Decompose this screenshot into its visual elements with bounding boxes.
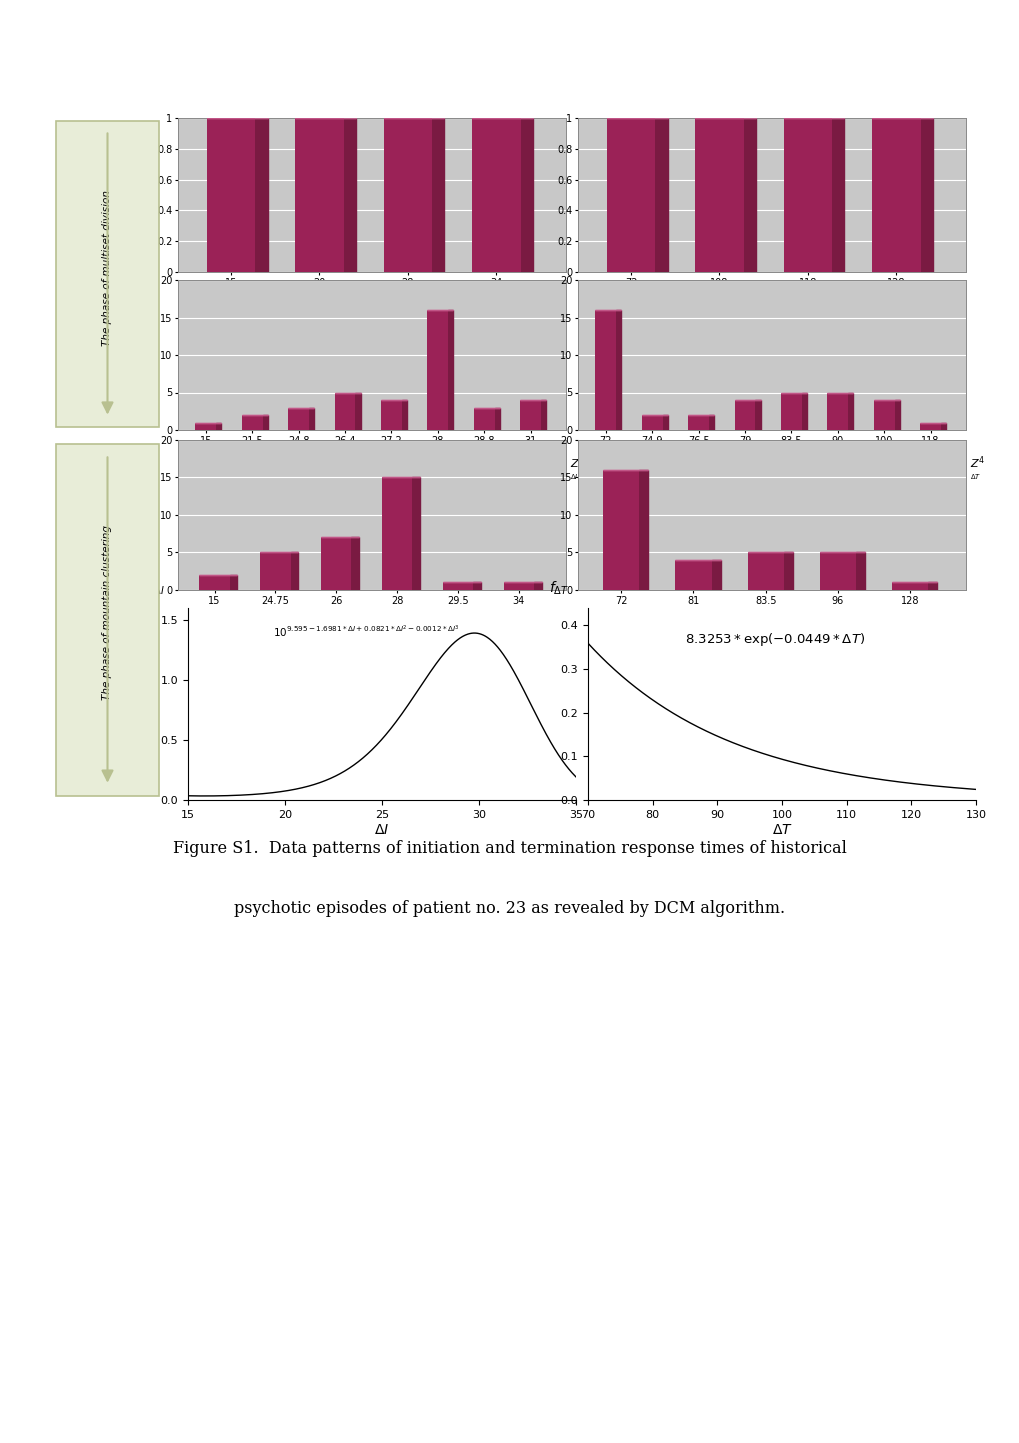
Polygon shape bbox=[832, 118, 844, 271]
Polygon shape bbox=[639, 470, 648, 590]
Polygon shape bbox=[743, 118, 755, 271]
Bar bbox=[781, 392, 801, 430]
Polygon shape bbox=[229, 574, 237, 590]
Polygon shape bbox=[401, 400, 407, 430]
Bar bbox=[196, 423, 216, 430]
Bar bbox=[826, 392, 848, 430]
Text: $Z^4$: $Z^4$ bbox=[969, 455, 984, 470]
Bar bbox=[919, 423, 941, 430]
Bar bbox=[602, 470, 639, 590]
Bar bbox=[427, 310, 447, 430]
Polygon shape bbox=[473, 583, 480, 590]
Polygon shape bbox=[801, 392, 806, 430]
Polygon shape bbox=[783, 553, 792, 590]
Polygon shape bbox=[356, 392, 361, 430]
Bar bbox=[819, 553, 855, 590]
Bar bbox=[783, 118, 832, 271]
Bar bbox=[242, 416, 263, 430]
Text: $f_{\Delta T}$: $f_{\Delta T}$ bbox=[548, 580, 569, 597]
Text: psychotic episodes of patient no. 23 as revealed by DCM algorithm.: psychotic episodes of patient no. 23 as … bbox=[234, 900, 785, 916]
X-axis label: $\Delta I$: $\Delta I$ bbox=[374, 823, 389, 837]
Text: $_{\Delta I}$: $_{\Delta I}$ bbox=[570, 472, 578, 482]
Polygon shape bbox=[520, 118, 532, 271]
Bar bbox=[383, 118, 432, 271]
FancyBboxPatch shape bbox=[56, 443, 159, 797]
Text: $10^{9.595-1.6981*\Delta I+0.0821*\Delta I^2-0.0012*\Delta I^3}$: $10^{9.595-1.6981*\Delta I+0.0821*\Delta… bbox=[273, 623, 460, 639]
Polygon shape bbox=[711, 560, 719, 590]
Bar bbox=[675, 560, 711, 590]
Polygon shape bbox=[848, 392, 853, 430]
Polygon shape bbox=[540, 400, 546, 430]
Bar bbox=[472, 118, 520, 271]
Bar bbox=[199, 574, 229, 590]
Bar bbox=[892, 583, 927, 590]
Bar bbox=[334, 392, 356, 430]
Polygon shape bbox=[941, 423, 946, 430]
Polygon shape bbox=[894, 400, 899, 430]
Bar bbox=[260, 553, 290, 590]
Polygon shape bbox=[494, 407, 499, 430]
Bar bbox=[381, 400, 401, 430]
Text: Figure S1.  Data patterns of initiation and termination response times of histor: Figure S1. Data patterns of initiation a… bbox=[173, 840, 846, 857]
Polygon shape bbox=[412, 478, 420, 590]
Text: $Z^4$: $Z^4$ bbox=[570, 455, 585, 470]
Polygon shape bbox=[855, 553, 864, 590]
Bar bbox=[520, 400, 540, 430]
Bar bbox=[207, 118, 255, 271]
Bar bbox=[641, 416, 662, 430]
Polygon shape bbox=[755, 400, 760, 430]
Bar bbox=[288, 407, 309, 430]
Bar bbox=[688, 416, 708, 430]
Polygon shape bbox=[534, 583, 541, 590]
Bar bbox=[442, 583, 473, 590]
Bar bbox=[873, 400, 894, 430]
Polygon shape bbox=[343, 118, 356, 271]
Bar bbox=[595, 310, 615, 430]
Bar bbox=[747, 553, 783, 590]
Polygon shape bbox=[655, 118, 666, 271]
Polygon shape bbox=[309, 407, 314, 430]
Polygon shape bbox=[290, 553, 298, 590]
X-axis label: $\Delta T$: $\Delta T$ bbox=[770, 823, 792, 837]
Polygon shape bbox=[255, 118, 267, 271]
Polygon shape bbox=[263, 416, 268, 430]
Bar bbox=[695, 118, 743, 271]
Text: The phase of multiset division: The phase of multiset division bbox=[102, 190, 112, 346]
Bar bbox=[294, 118, 343, 271]
Text: $_{\Delta T}$: $_{\Delta T}$ bbox=[969, 472, 980, 482]
Polygon shape bbox=[615, 310, 621, 430]
X-axis label: $\Delta I$: $\Delta I$ bbox=[365, 289, 379, 302]
FancyBboxPatch shape bbox=[56, 121, 159, 427]
Polygon shape bbox=[708, 416, 713, 430]
Polygon shape bbox=[352, 537, 359, 590]
Bar bbox=[381, 478, 412, 590]
Bar bbox=[871, 118, 920, 271]
Text: The phase of mountain clustering: The phase of mountain clustering bbox=[102, 525, 112, 700]
Polygon shape bbox=[927, 583, 936, 590]
Bar bbox=[503, 583, 534, 590]
Bar bbox=[606, 118, 655, 271]
Polygon shape bbox=[432, 118, 444, 271]
Polygon shape bbox=[920, 118, 932, 271]
Text: $f_{\Delta I}$: $f_{\Delta I}$ bbox=[149, 580, 165, 597]
Bar bbox=[473, 407, 494, 430]
Text: $8.3253*\exp(-0.0449*\Delta T)$: $8.3253*\exp(-0.0449*\Delta T)$ bbox=[685, 631, 864, 648]
Polygon shape bbox=[216, 423, 221, 430]
Polygon shape bbox=[447, 310, 453, 430]
X-axis label: $\Delta T$: $\Delta T$ bbox=[762, 289, 781, 302]
Bar bbox=[321, 537, 352, 590]
Bar bbox=[734, 400, 755, 430]
Polygon shape bbox=[662, 416, 667, 430]
